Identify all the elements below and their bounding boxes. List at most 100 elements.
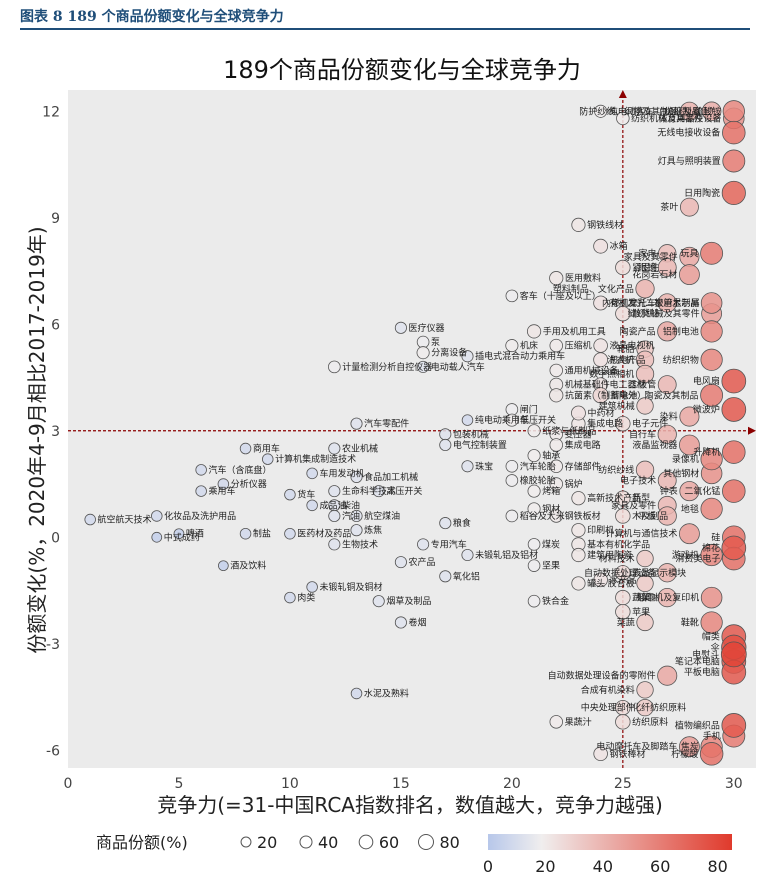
data-point-label: 内燃机摩托车: [602, 297, 656, 309]
data-point-label: 合成有机染料: [581, 684, 635, 696]
data-point: [635, 364, 655, 384]
data-point-label: 家用木制品: [654, 297, 699, 309]
data-point-label: 染料: [660, 411, 678, 423]
data-point-label: 医用敷料: [565, 272, 601, 284]
data-point: [721, 397, 747, 422]
data-point-label: 纺织织物: [663, 354, 699, 366]
x-tick-label: 10: [281, 776, 299, 792]
data-point: [615, 589, 631, 606]
data-point-label: 家具及其零件: [624, 251, 678, 263]
data-point: [439, 570, 452, 583]
data-point: [721, 713, 747, 738]
data-point: [218, 560, 229, 572]
data-point-label: 高压开关: [386, 485, 422, 497]
data-point-labels: 纯电动客车（10座及以上）纺织机械及其零件防护纱线、织物及其制品纺织制品硫酸铵体…: [98, 105, 722, 760]
data-point-label: 罐头: [587, 577, 605, 589]
data-point: [151, 531, 163, 543]
data-point-label: 眼镜: [638, 261, 656, 273]
data-point: [636, 613, 654, 632]
data-point: [636, 549, 654, 568]
data-point-label: 机床: [520, 340, 538, 352]
data-point-label: 胶合板: [608, 577, 635, 589]
data-point: [439, 517, 452, 530]
data-point-label: 苹果: [632, 606, 650, 618]
data-point: [461, 460, 474, 473]
data-point-label: 液晶监视器: [632, 439, 677, 451]
data-point-label: 卷烟: [409, 616, 427, 628]
data-point-label: 电动载人汽车: [431, 361, 485, 373]
data-point-label: 化妆品及洗护用品: [164, 510, 236, 522]
data-point: [615, 604, 631, 620]
data-point-label: 体育用品及设备: [658, 112, 721, 124]
data-point-label: 纺织原料: [632, 716, 668, 728]
data-point-label: 乘用车: [209, 485, 236, 497]
data-point-label: 通用机械设备: [565, 364, 619, 376]
data-point-label: 花岗岩石材: [632, 269, 677, 281]
data-point: [549, 477, 563, 491]
data-point: [700, 383, 724, 407]
data-point: [593, 572, 608, 588]
data-point: [657, 258, 677, 277]
x-axis-title: 竞争力(=31-中国RCA指数排名，数值越大，竞争力越强): [157, 793, 663, 817]
data-point-label: 二氧化锰: [684, 485, 720, 497]
size-legend: 商品份额(%) 20 40 60 80: [96, 833, 460, 852]
x-tick-label: 5: [175, 776, 184, 792]
data-point: [593, 338, 608, 353]
color-legend-tick: 40: [593, 857, 613, 876]
data-point: [679, 481, 700, 502]
data-point-label: 平板: [638, 510, 656, 522]
data-point: [306, 467, 318, 480]
data-point: [284, 488, 296, 501]
data-point-label: 植物编织品: [675, 719, 720, 731]
data-point-label: 中央处理部件: [581, 702, 635, 714]
data-point: [505, 339, 519, 353]
data-point-label: 木及制品: [632, 510, 668, 522]
data-point-label: 冰箱: [610, 240, 628, 252]
data-point: [571, 523, 586, 538]
data-point: [350, 417, 363, 430]
data-point: [217, 478, 230, 490]
data-point-label: 铝制电池: [663, 325, 699, 337]
data-point-label: 新型: [632, 492, 650, 504]
data-point-label: 散货船: [632, 308, 659, 320]
data-point: [722, 479, 746, 503]
data-point-label: 分离设备: [431, 347, 467, 359]
data-point: [549, 438, 563, 452]
data-point-label: 灯具与照明装置: [658, 155, 721, 167]
data-point-label: 玩具: [681, 248, 699, 259]
data-point-label: 生命科学技术: [342, 485, 396, 497]
horizontal-arrow-head: [748, 426, 756, 435]
data-point-label: 其他钢材: [663, 467, 699, 479]
data-point: [657, 321, 678, 342]
size-legend-title: 商品份额(%): [96, 833, 188, 852]
data-point: [284, 527, 296, 540]
data-point: [328, 360, 341, 374]
data-point: [722, 120, 746, 145]
data-point: [350, 470, 363, 483]
data-point: [722, 100, 745, 123]
data-point: [239, 442, 252, 455]
data-point-label: 低压开关: [520, 414, 556, 426]
data-point: [549, 509, 563, 523]
data-point-label: 农业机械: [342, 443, 378, 455]
data-point: [615, 714, 631, 730]
data-point-label: 防护纱线、织物及其制品: [579, 105, 678, 117]
data-point-label: 纺织制品: [664, 105, 700, 117]
data-point: [615, 415, 631, 432]
x-tick-label: 20: [503, 776, 521, 792]
data-point: [505, 474, 519, 487]
size-legend-circle: [240, 836, 252, 848]
data-point: [722, 149, 746, 173]
data-point: [593, 746, 608, 762]
data-point-label: 轴承: [542, 450, 560, 462]
data-point: [700, 348, 723, 371]
data-point: [350, 524, 363, 537]
data-point-label: 硅: [711, 531, 720, 543]
y-tick-label: 3: [51, 424, 60, 440]
data-point: [722, 440, 746, 464]
data-point: [615, 508, 631, 524]
data-point-label: 棉花: [702, 542, 720, 554]
data-point-label: 建筑机械: [599, 400, 635, 412]
data-point-label: 烤箱: [542, 485, 560, 497]
data-point-label: 钢材: [542, 503, 560, 515]
